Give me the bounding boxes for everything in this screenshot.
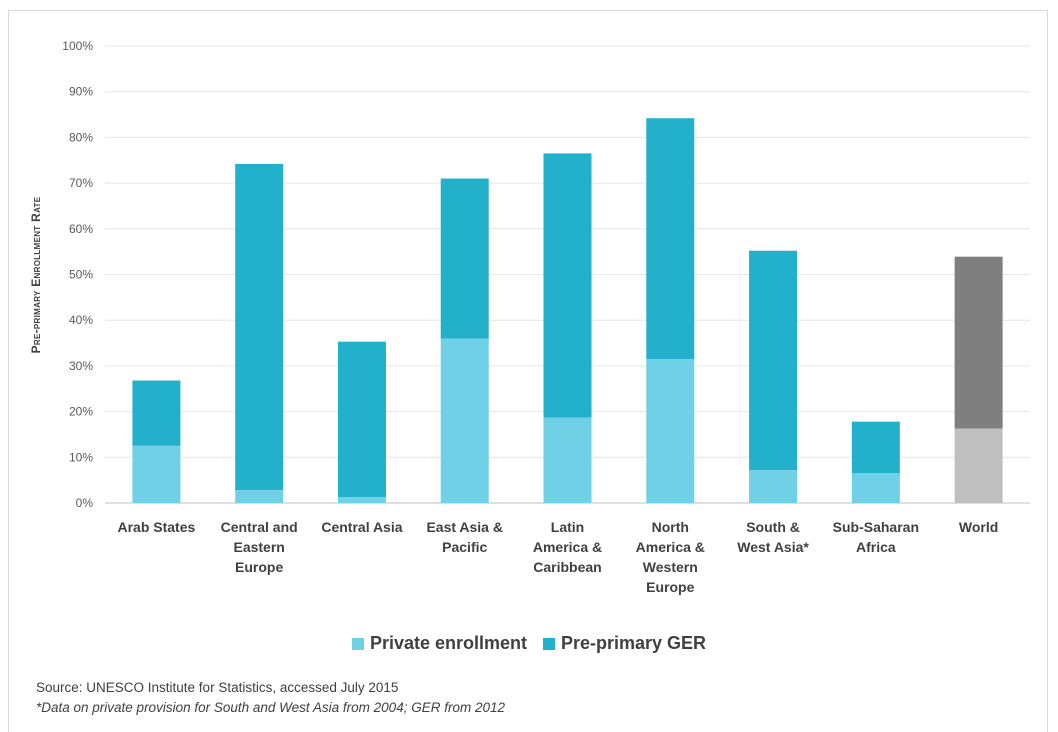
y-tick-label: 30% [69, 359, 93, 373]
bar-ger [954, 256, 1003, 429]
bar-ger [440, 178, 489, 339]
legend-swatch-private [351, 637, 364, 650]
y-tick-label: 80% [69, 130, 93, 144]
bar-private [440, 338, 489, 503]
bar-private [132, 445, 181, 503]
x-category-label: South & West Asia* [737, 519, 809, 555]
y-tick-label: 0% [76, 496, 94, 510]
bar-ger [749, 250, 798, 471]
legend-label-ger: Pre-primary GER [561, 633, 707, 653]
bar-private [543, 417, 592, 503]
y-tick-label: 50% [69, 268, 93, 282]
source-note: Source: UNESCO Institute for Statistics,… [36, 680, 399, 695]
bar-private [235, 490, 284, 503]
x-category-label: Central Asia [321, 519, 402, 535]
footnote: *Data on private provision for South and… [36, 700, 505, 715]
chart-frame [8, 10, 1048, 732]
bar-private [851, 473, 900, 503]
y-tick-label: 70% [69, 176, 93, 190]
x-category-label: East Asia & Pacific [426, 519, 503, 555]
x-axis-labels: Arab States Central and Eastern Europe Centr… [117, 519, 998, 595]
bar-ger [235, 163, 284, 491]
legend-swatch-ger [543, 637, 555, 650]
bar-private [954, 428, 1003, 503]
y-tick-label: 20% [69, 405, 93, 419]
legend-item-private: Private enrollment [351, 633, 527, 654]
x-category-label: Latin America & Caribbean [533, 519, 602, 575]
legend-item-ger: Pre-primary GER [543, 633, 706, 654]
x-category-label: Sub-Saharan Africa [833, 519, 919, 555]
bar-private [646, 359, 695, 503]
y-tick-label: 60% [69, 222, 93, 236]
bar-ger [132, 380, 181, 446]
y-tick-label: 90% [69, 85, 93, 99]
stacked-bar-chart: 0% 10% 20% 30% 40% 50% 60% 70% 80% 90% 100% Arab S… [29, 39, 1030, 595]
bar-ger [337, 341, 386, 498]
bar-ger [543, 153, 592, 418]
bar-private [337, 497, 386, 503]
legend: Private enrollment Pre-primary GER [0, 633, 1058, 654]
x-category-label: Arab States [117, 519, 195, 535]
bar-private [749, 470, 798, 503]
y-tick-label: 100% [62, 39, 93, 53]
legend-label-private: Private enrollment [369, 633, 527, 653]
y-axis-title: Pre-primary Enrollment Rate [29, 196, 43, 353]
bars [132, 118, 1003, 503]
y-axis-ticks: 0% 10% 20% 30% 40% 50% 60% 70% 80% 90% 100% [62, 39, 93, 510]
bar-ger [646, 118, 695, 360]
bar-ger [851, 421, 900, 474]
x-category-label: World [959, 519, 998, 535]
x-category-label: North America & Western Europe [636, 519, 705, 595]
x-category-label: Central and Eastern Europe [221, 519, 298, 575]
y-tick-label: 10% [69, 450, 93, 464]
y-tick-label: 40% [69, 313, 93, 327]
